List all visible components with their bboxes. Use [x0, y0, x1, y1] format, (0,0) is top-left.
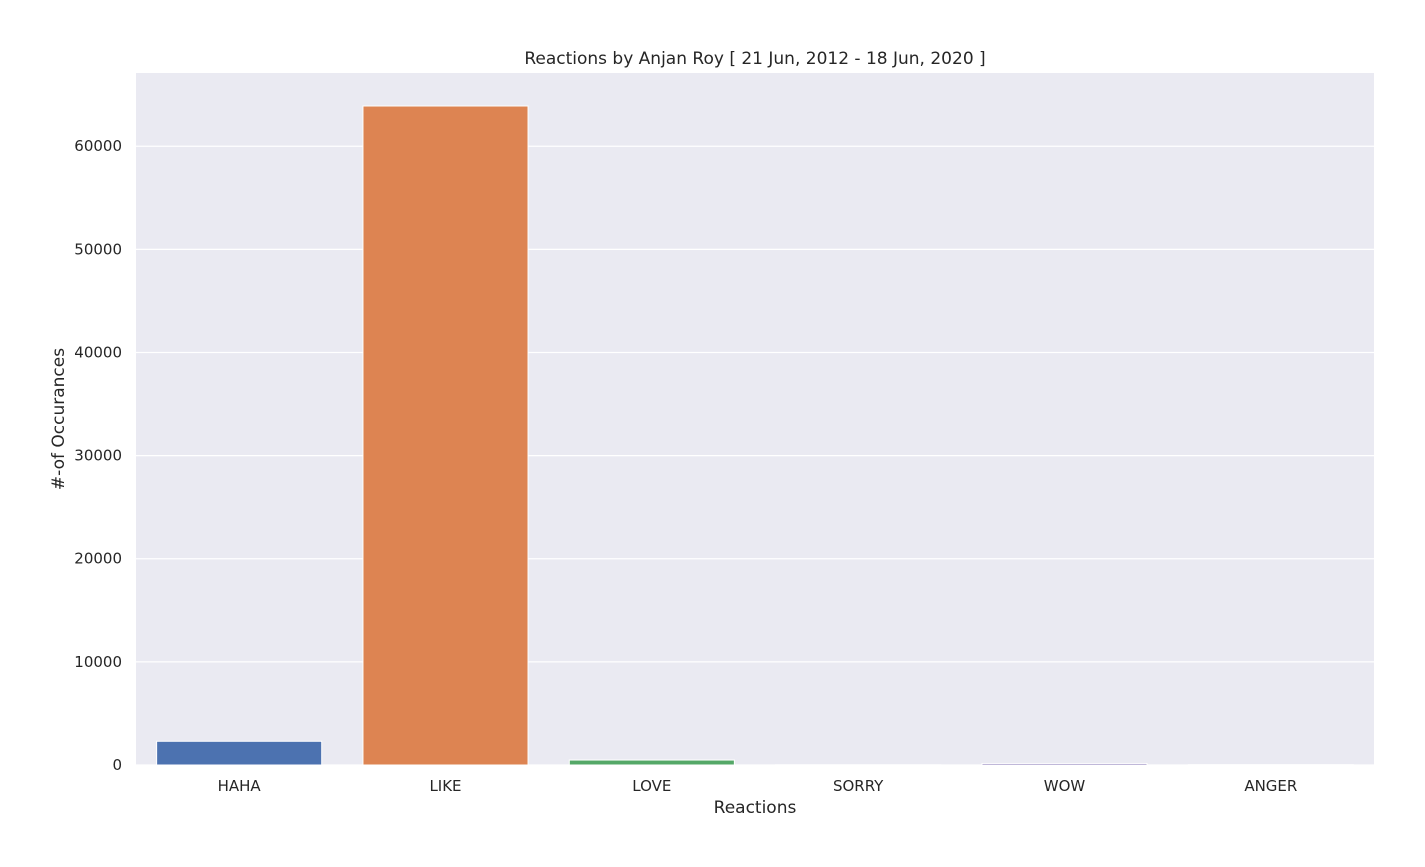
- gridlines: [136, 145, 1374, 766]
- x-tick-label: SORRY: [833, 777, 884, 795]
- bar-love: [568, 759, 735, 766]
- y-axis-label: #-of Occurances: [49, 348, 69, 490]
- y-axis-ticks: 0 10000 20000 30000 40000 50000 60000: [74, 137, 122, 774]
- x-tick-label: LIKE: [429, 777, 461, 795]
- bars: [156, 105, 1354, 766]
- y-tick-label: 30000: [74, 447, 122, 465]
- plot-area: [136, 73, 1374, 765]
- x-axis-label: Reactions: [714, 798, 797, 818]
- y-tick-label: 50000: [74, 240, 122, 258]
- y-tick-label: 20000: [74, 550, 122, 568]
- x-tick-label: WOW: [1044, 777, 1086, 795]
- x-tick-label: LOVE: [632, 777, 671, 795]
- chart-title: Reactions by Anjan Roy [ 21 Jun, 2012 - …: [524, 49, 985, 69]
- x-tick-label: HAHA: [218, 777, 262, 795]
- x-axis-ticks: HAHA LIKE LOVE SORRY WOW ANGER: [218, 777, 1298, 795]
- bar-wow: [981, 762, 1148, 766]
- x-tick-label: ANGER: [1244, 777, 1297, 795]
- y-tick-label: 0: [112, 756, 122, 774]
- y-tick-label: 10000: [74, 653, 122, 671]
- y-tick-label: 40000: [74, 343, 122, 361]
- y-tick-label: 60000: [74, 137, 122, 155]
- bar-like: [362, 105, 529, 766]
- bar-haha: [156, 740, 323, 766]
